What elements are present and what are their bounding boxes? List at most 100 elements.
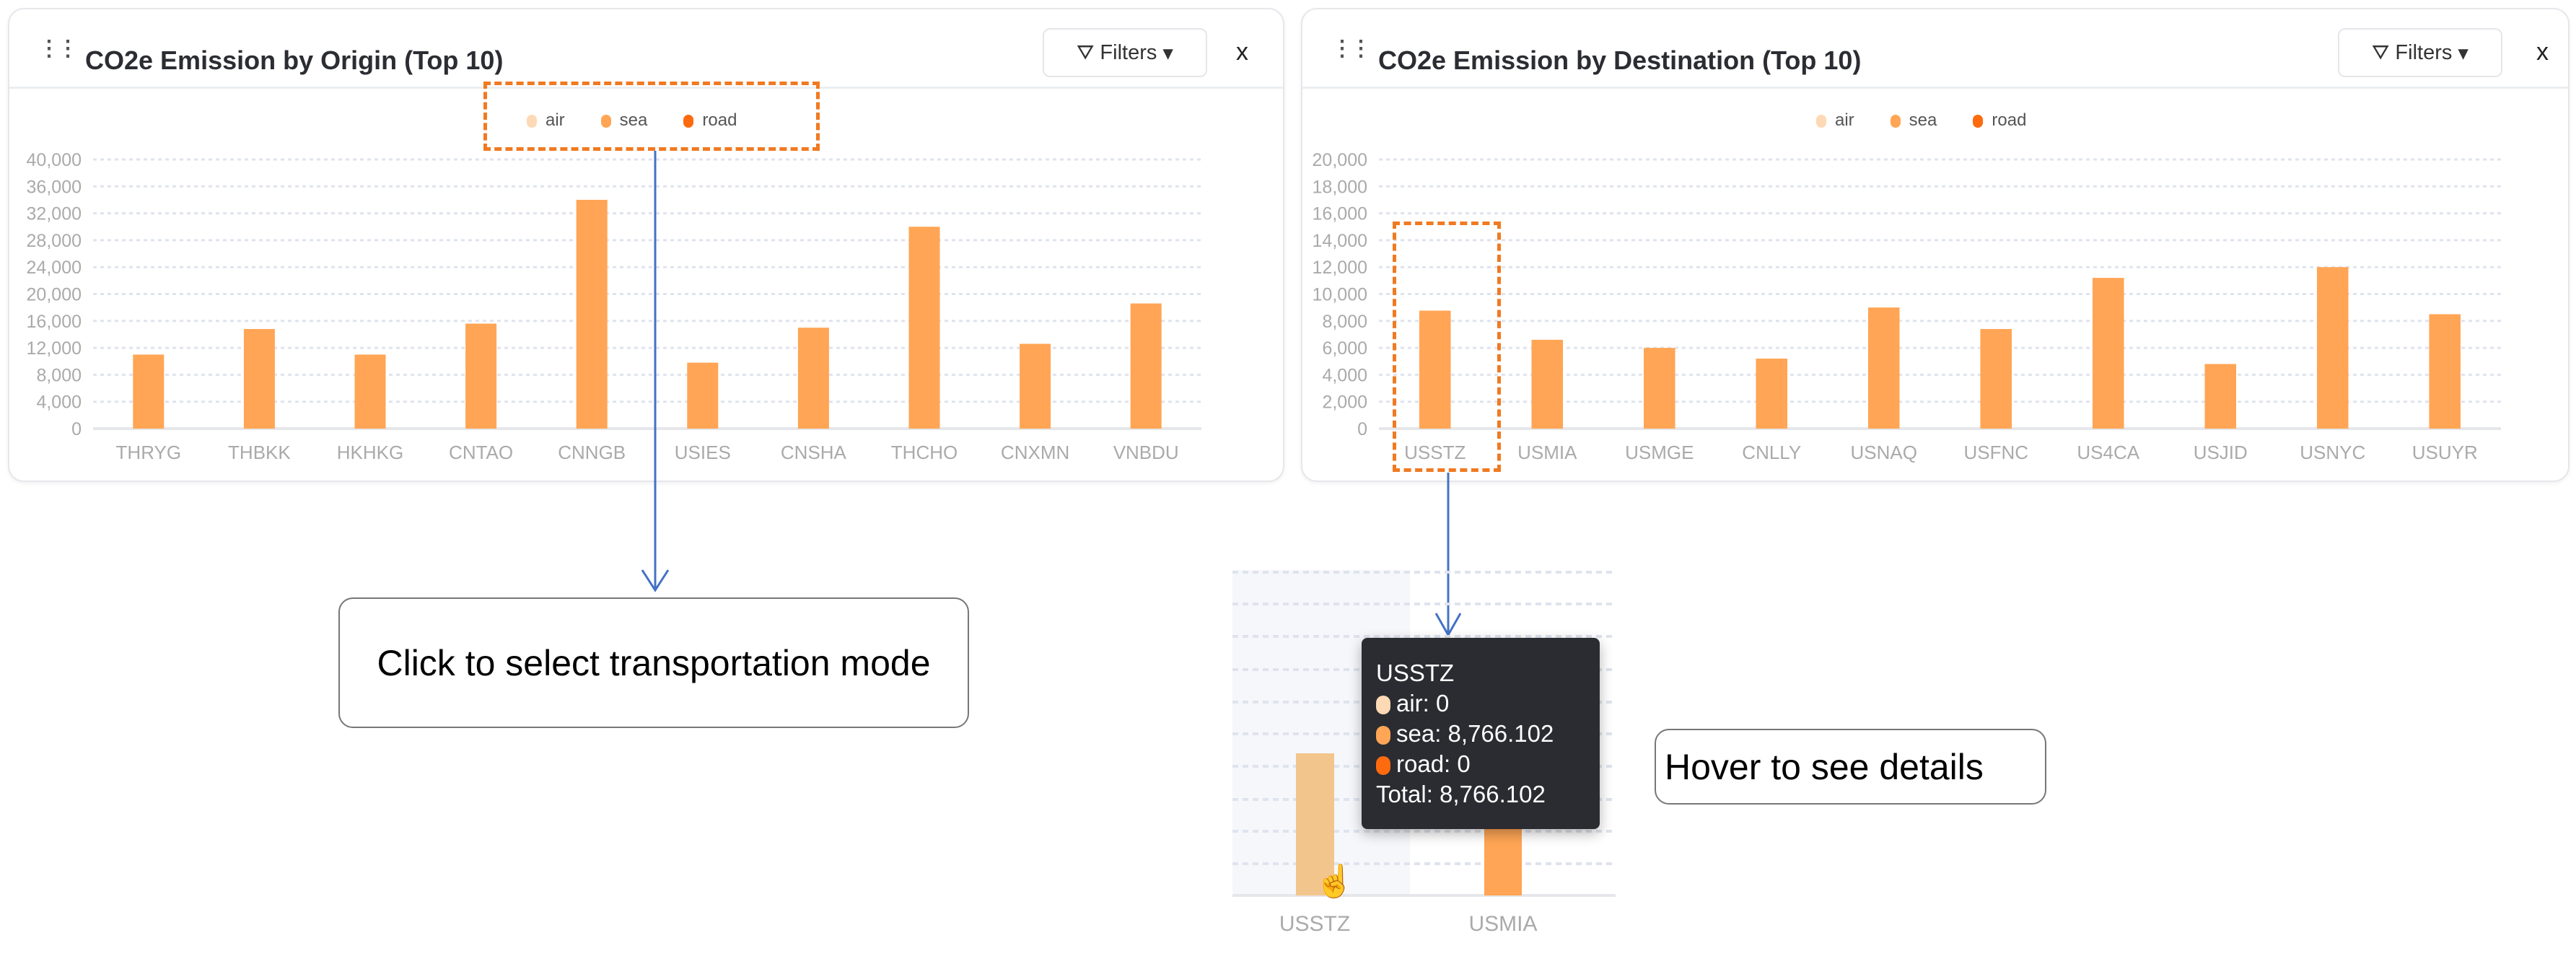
bar-sea-THRYG[interactable] [133,354,165,429]
bar-highlight-box [1393,222,1501,472]
x-tick-label: USSTZ [1279,912,1350,936]
bar-sea-USSTZ[interactable] [1419,310,1451,429]
y-tick-label: 4,000 [1322,365,1367,385]
legend-item-sea[interactable]: sea [600,110,648,131]
y-tick-label: 8,000 [1322,312,1367,332]
filter-icon: ⛛ [2372,40,2390,64]
y-tick-label: 36,000 [27,177,82,197]
legend-highlight-box [483,82,820,151]
y-tick-label: 18,000 [1313,177,1367,197]
close-button[interactable]: x [1236,38,1248,66]
bar-sea-CNSHA[interactable] [797,328,829,429]
y-tick-label: 0 [71,419,82,439]
caret-down-icon: ▾ [1162,41,1173,65]
bar-sea-USJID[interactable] [2204,364,2237,429]
tooltip-value: sea: 8,766.102 [1396,720,1554,747]
y-tick-label: 16,000 [27,312,82,332]
bar-sea-USIES[interactable] [687,362,719,429]
legend-label: sea [619,110,648,130]
filters-label: Filters [1100,40,1157,64]
road-dot-icon [1376,756,1390,776]
bar-sea-THCHO[interactable] [908,227,940,429]
x-tick-label: CNNGB [558,442,626,463]
bar-sea-CNLLY[interactable] [1756,359,1788,429]
y-tick-label: 12,000 [1313,258,1367,278]
y-tick-label: 2,000 [1322,393,1367,413]
legend-swatch [527,114,537,128]
x-tick-label: USUYR [2412,442,2478,463]
y-tick-label: 24,000 [27,258,82,278]
bar-sea-USSTZ-hovered[interactable] [1296,753,1334,895]
bar-sea-VNBDU[interactable] [1130,303,1162,429]
click-annotation: Click to select transportation mode [338,597,969,728]
y-tick-label: 12,000 [27,338,82,359]
bar-sea-USNYC[interactable] [2316,267,2349,429]
x-tick-label: VNBDU [1113,442,1179,463]
y-tick-label: 40,000 [27,150,82,170]
bar-sea-USMGE[interactable] [1643,348,1675,429]
tooltip-row-road: road: 0 [1376,749,1585,779]
bar-sea-USFNC[interactable] [1980,328,2012,429]
tooltip-row-sea: sea: 8,766.102 [1376,719,1585,749]
panel-header: ⋮⋮ CO2e Emission by Destination (Top 10)… [1302,9,2568,89]
legend-label: road [702,110,737,130]
legend-label: air [546,110,565,130]
legend-item-air[interactable]: air [527,110,565,131]
bar-sea-USMIA[interactable] [1531,339,1564,429]
y-tick-label: 6,000 [1322,338,1367,359]
close-button[interactable]: x [2536,38,2549,66]
filters-button[interactable]: ⛛ Filters ▾ [1043,28,1207,77]
x-tick-label: USNAQ [1851,442,1917,463]
x-tick-label: US4CA [2077,442,2139,463]
legend-label: air [1835,110,1854,130]
tooltip-row-air: air: 0 [1376,688,1585,719]
destination-chart-panel: ⋮⋮ CO2e Emission by Destination (Top 10)… [1301,8,2570,482]
bar-sea-THBKK[interactable] [243,328,275,429]
tooltip-value: air: 0 [1396,690,1450,717]
sea-dot-icon [1376,726,1390,745]
tooltip-total: Total: 8,766.102 [1376,781,1546,807]
x-tick-label: USMIA [1517,442,1577,463]
filters-button[interactable]: ⛛ Filters ▾ [2338,28,2502,77]
bar-sea-HKHKG[interactable] [354,354,386,429]
y-tick-label: 32,000 [27,204,82,224]
bar-sea-US4CA[interactable] [2092,278,2124,429]
hover-annotation: Hover to see details [1655,729,2046,805]
x-tick-label: CNSHA [781,442,847,463]
legend-label: road [1992,110,2027,130]
y-tick-label: 8,000 [36,365,82,385]
filter-icon: ⛛ [1077,40,1095,64]
x-tick-label: CNXMN [1001,442,1069,463]
bar-sea-USNAQ[interactable] [1867,307,1900,429]
caret-down-icon: ▾ [2458,41,2468,65]
filters-label: Filters [2395,40,2453,64]
y-tick-label: 14,000 [1313,231,1367,251]
x-tick-label: THRYG [116,442,182,463]
legend-item-road[interactable]: road [683,110,737,131]
chart-legend: air sea road [527,110,737,131]
y-tick-label: 20,000 [1313,150,1367,170]
legend-item-road[interactable]: road [1973,110,2026,131]
legend-swatch [1816,114,1826,128]
bar-sea-CNTAO[interactable] [465,323,497,429]
bar-sea-USUYR[interactable] [2429,314,2461,429]
tooltip-title: USSTZ [1376,660,1455,686]
y-tick-label: 0 [1357,419,1367,439]
legend-item-sea[interactable]: sea [1890,110,1937,131]
x-tick-label: USNYC [2300,442,2365,463]
y-tick-label: 28,000 [27,231,82,251]
y-tick-label: 10,000 [1313,285,1367,305]
legend-item-air[interactable]: air [1816,110,1854,131]
y-tick-label: 4,000 [36,393,82,413]
x-tick-label: USSTZ [1404,442,1466,463]
bar-sea-CNXMN[interactable] [1020,343,1051,429]
panel-title: CO2e Emission by Origin (Top 10) [85,45,504,75]
legend-swatch [600,114,611,128]
y-tick-label: 20,000 [27,285,82,305]
x-tick-label: USMGE [1625,442,1694,463]
legend-swatch [1973,114,1984,128]
chart-legend: air sea road [1816,110,2026,131]
bar-sea-CNNGB[interactable] [576,199,608,429]
x-tick-label: THBKK [228,442,291,463]
